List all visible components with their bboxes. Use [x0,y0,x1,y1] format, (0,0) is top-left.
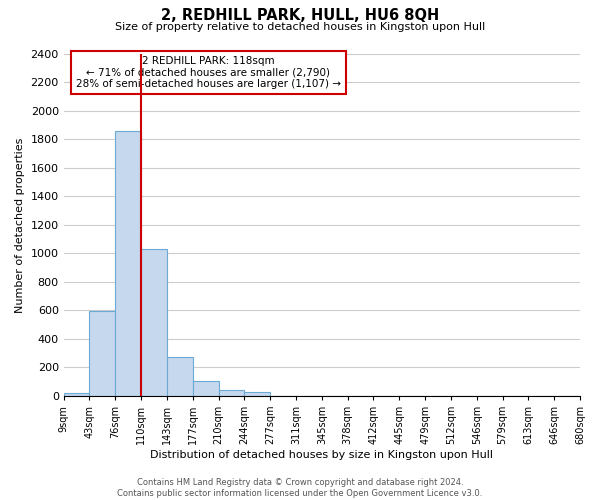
Bar [89,311,115,396]
Text: 2, REDHILL PARK, HULL, HU6 8QH: 2, REDHILL PARK, HULL, HU6 8QH [161,8,439,22]
Bar [141,249,167,396]
Text: Size of property relative to detached houses in Kingston upon Hull: Size of property relative to detached ho… [115,22,485,32]
Bar [218,390,244,396]
X-axis label: Distribution of detached houses by size in Kingston upon Hull: Distribution of detached houses by size … [151,450,493,460]
Text: Contains HM Land Registry data © Crown copyright and database right 2024.
Contai: Contains HM Land Registry data © Crown c… [118,478,482,498]
Y-axis label: Number of detached properties: Number of detached properties [15,138,25,312]
Text: 2 REDHILL PARK: 118sqm
← 71% of detached houses are smaller (2,790)
28% of semi-: 2 REDHILL PARK: 118sqm ← 71% of detached… [76,56,341,89]
Bar [193,381,218,396]
Bar [244,392,270,396]
Bar [115,131,141,396]
Bar [64,393,89,396]
Bar [167,356,193,396]
